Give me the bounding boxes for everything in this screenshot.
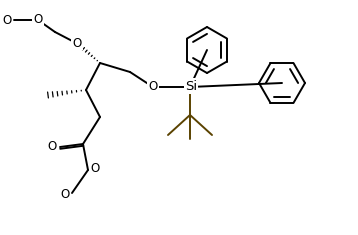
Text: Si: Si	[185, 79, 197, 93]
Text: O: O	[3, 13, 12, 27]
Text: O: O	[61, 188, 70, 200]
Text: O: O	[48, 140, 57, 153]
Text: O: O	[33, 12, 43, 26]
Text: O: O	[90, 162, 99, 176]
Text: O: O	[72, 36, 82, 50]
Text: O: O	[148, 79, 158, 93]
